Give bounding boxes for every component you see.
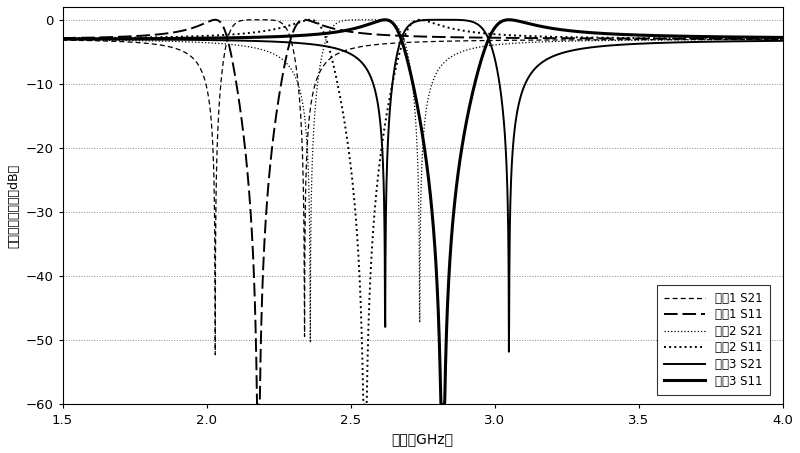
实兣2 S11 (358, 402, 368, 407)
实兣2 S21 (58, 37, 67, 43)
实兣1 S11 (58, 35, 67, 41)
实兣1 S21 (686, 37, 696, 42)
实兣1 S21 (366, 43, 375, 48)
实兣3 S11 (686, 34, 696, 39)
Line: 实兣3 S11: 实兣3 S11 (62, 20, 782, 405)
实兣3 S11 (504, 17, 514, 23)
实兣2 S21 (360, 17, 370, 23)
实兣1 S21 (140, 40, 150, 46)
实兣2 S11 (182, 34, 192, 39)
实兣3 S21 (764, 38, 774, 43)
Line: 实兣1 S11: 实兣1 S11 (62, 20, 782, 405)
实兣2 S21 (334, 19, 344, 25)
实兣3 S11 (764, 34, 774, 40)
实兣1 S21 (254, 17, 263, 23)
实兣1 S21 (210, 352, 220, 357)
实兣3 S21 (140, 37, 150, 42)
实兣1 S21 (334, 50, 344, 56)
实兣3 S21 (438, 17, 447, 23)
实兣1 S11 (764, 36, 774, 42)
实兣3 S11 (182, 36, 192, 41)
实兣1 S21 (764, 37, 774, 42)
实兣1 S11 (252, 402, 262, 407)
Line: 实兣2 S11: 实兣2 S11 (62, 20, 782, 405)
实兣2 S11 (140, 35, 150, 40)
Line: 实兣2 S21: 实兣2 S21 (62, 20, 782, 342)
实兣2 S21 (182, 39, 192, 44)
实兣3 S11 (334, 29, 343, 34)
实兣1 S21 (58, 38, 67, 43)
实兣1 S11 (778, 36, 787, 42)
实兣2 S11 (366, 275, 375, 280)
X-axis label: 频率（GHz）: 频率（GHz） (391, 432, 454, 446)
实兣1 S21 (778, 37, 787, 42)
实兣3 S21 (504, 349, 514, 354)
实兣2 S21 (764, 37, 774, 42)
实兣3 S21 (686, 39, 696, 45)
实兣2 S21 (366, 17, 375, 23)
实兣2 S21 (140, 38, 150, 43)
实兣3 S21 (365, 72, 374, 78)
实兣2 S11 (306, 17, 315, 23)
实兣2 S21 (778, 37, 787, 42)
实兣1 S11 (182, 27, 192, 32)
实兣2 S11 (686, 36, 696, 41)
实兣1 S21 (182, 51, 192, 57)
实兣2 S11 (764, 36, 774, 41)
实兣2 S11 (58, 36, 67, 41)
实兣1 S11 (334, 27, 344, 33)
实兣2 S21 (686, 37, 696, 43)
实兣2 S21 (306, 340, 315, 345)
实兣2 S11 (334, 88, 344, 93)
实兣3 S21 (334, 47, 343, 52)
实兣1 S11 (140, 33, 150, 38)
Y-axis label: 滤波器散射参量（dB）: 滤波器散射参量（dB） (7, 164, 20, 248)
实兣1 S11 (686, 36, 696, 41)
实兣3 S21 (58, 37, 67, 42)
实兣3 S21 (778, 38, 787, 43)
实兣2 S11 (778, 36, 787, 41)
实兣3 S21 (182, 37, 192, 43)
实兣1 S11 (210, 17, 220, 23)
实兣3 S11 (58, 36, 67, 42)
实兣3 S11 (778, 35, 787, 40)
Legend: 实兣1 S21, 实兣1 S11, 实兣2 S21, 实兣2 S11, 实兣3 S21, 实兣3 S11: 实兣1 S21, 实兣1 S11, 实兣2 S21, 实兣2 S11, 实兣3 … (657, 285, 770, 395)
Line: 实兣3 S21: 实兣3 S21 (62, 20, 782, 352)
Line: 实兣1 S21: 实兣1 S21 (62, 20, 782, 355)
实兣3 S11 (436, 402, 446, 407)
实兣1 S11 (366, 31, 375, 37)
实兣3 S11 (140, 36, 150, 41)
实兣3 S11 (365, 21, 374, 27)
